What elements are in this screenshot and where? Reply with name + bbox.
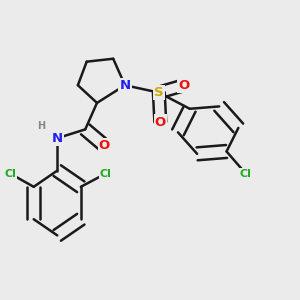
Text: O: O [99,139,110,152]
Text: O: O [178,79,190,92]
Text: Cl: Cl [4,169,16,178]
Text: N: N [119,79,130,92]
Text: O: O [155,116,166,128]
Text: Cl: Cl [240,169,252,178]
Text: H: H [37,122,45,131]
Text: N: N [52,132,63,145]
Text: S: S [154,86,164,99]
Text: Cl: Cl [100,169,112,178]
